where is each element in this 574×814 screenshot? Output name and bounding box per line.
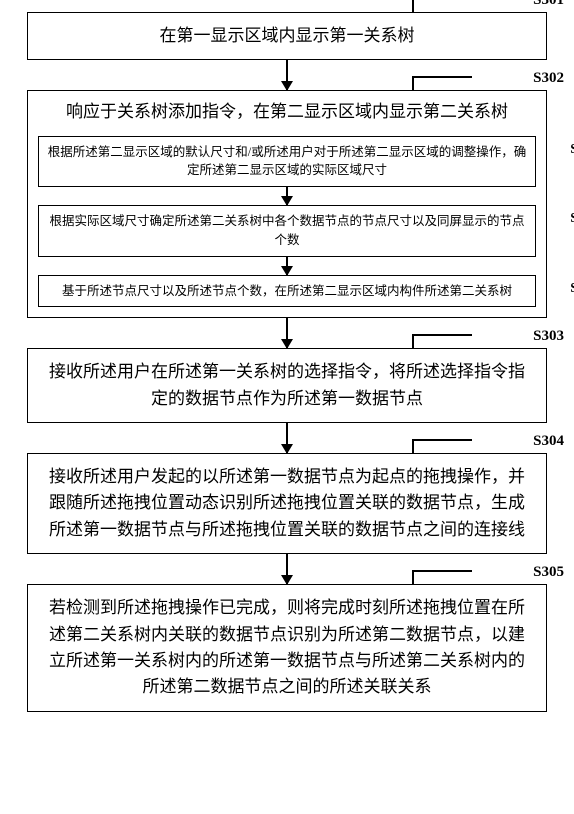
arrow bbox=[286, 187, 288, 205]
label-lead bbox=[412, 439, 472, 453]
step-label: S301 bbox=[533, 0, 564, 9]
substep-s3023: 基于所述节点尺寸以及所述节点个数，在所述第二显示区域内构件所述第二关系树 bbox=[38, 275, 536, 308]
step-label: S304 bbox=[533, 433, 564, 450]
label-lead bbox=[412, 76, 472, 90]
arrow bbox=[286, 257, 288, 275]
substep-label: S3023 bbox=[570, 281, 574, 297]
step-s301-wrap: S301 在第一显示区域内显示第一关系树 bbox=[12, 12, 562, 60]
arrow bbox=[286, 60, 288, 90]
step-s303: 接收所述用户在所述第一关系树的选择指令，将所述选择指令指定的数据节点作为所述第一… bbox=[27, 348, 547, 423]
step-label: S305 bbox=[533, 564, 564, 581]
step-s305-wrap: S305 若检测到所述拖拽操作已完成，则将完成时刻所述拖拽位置在所述第二关系树内… bbox=[12, 584, 562, 711]
step-s302: 响应于关系树添加指令，在第二显示区域内显示第二关系树 S3021 根据所述第二显… bbox=[27, 90, 547, 318]
step-label: S303 bbox=[533, 328, 564, 345]
substep-label: S3022 bbox=[570, 211, 574, 227]
substep-label: S3021 bbox=[570, 142, 574, 158]
step-s304: 接收所述用户发起的以所述第一数据节点为起点的拖拽操作，并跟随所述拖拽位置动态识别… bbox=[27, 453, 547, 554]
step-label: S302 bbox=[533, 70, 564, 87]
substep-s3023-wrap: S3023 基于所述节点尺寸以及所述节点个数，在所述第二显示区域内构件所述第二关… bbox=[38, 275, 536, 308]
step-s305: 若检测到所述拖拽操作已完成，则将完成时刻所述拖拽位置在所述第二关系树内关联的数据… bbox=[27, 584, 547, 711]
step-s304-wrap: S304 接收所述用户发起的以所述第一数据节点为起点的拖拽操作，并跟随所述拖拽位… bbox=[12, 453, 562, 554]
substep-s3022: 根据实际区域尺寸确定所述第二关系树中各个数据节点的节点尺寸以及同屏显示的节点个数 bbox=[38, 205, 536, 257]
step-s301: 在第一显示区域内显示第一关系树 bbox=[27, 12, 547, 60]
substep-s3021-wrap: S3021 根据所述第二显示区域的默认尺寸和/或所述用户对于所述第二显示区域的调… bbox=[38, 136, 536, 188]
arrow bbox=[286, 554, 288, 584]
label-lead bbox=[412, 570, 472, 584]
step-s302-title: 响应于关系树添加指令，在第二显示区域内显示第二关系树 bbox=[38, 99, 536, 125]
substep-s3021: 根据所述第二显示区域的默认尺寸和/或所述用户对于所述第二显示区域的调整操作，确定… bbox=[38, 136, 536, 188]
label-lead bbox=[412, 0, 472, 12]
arrow bbox=[286, 423, 288, 453]
step-s302-wrap: S302 响应于关系树添加指令，在第二显示区域内显示第二关系树 S3021 根据… bbox=[12, 90, 562, 318]
step-s303-wrap: S303 接收所述用户在所述第一关系树的选择指令，将所述选择指令指定的数据节点作… bbox=[12, 348, 562, 423]
substep-s3022-wrap: S3022 根据实际区域尺寸确定所述第二关系树中各个数据节点的节点尺寸以及同屏显… bbox=[38, 205, 536, 257]
flowchart: S301 在第一显示区域内显示第一关系树 S302 响应于关系树添加指令，在第二… bbox=[12, 12, 562, 712]
arrow bbox=[286, 318, 288, 348]
label-lead bbox=[412, 334, 472, 348]
